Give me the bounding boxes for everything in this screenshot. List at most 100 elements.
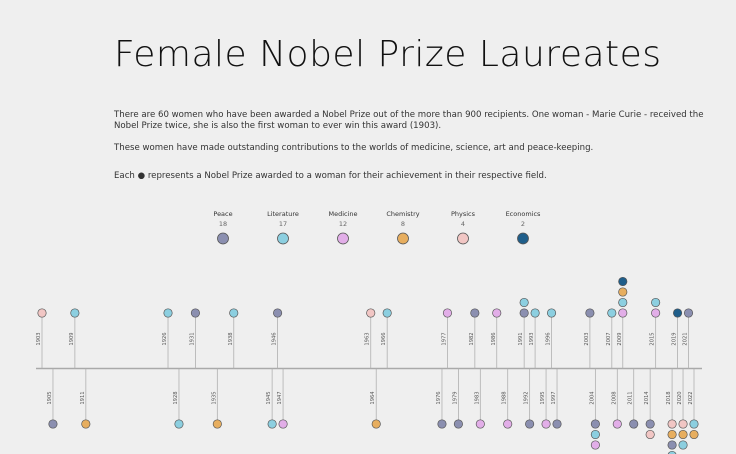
prize-dot	[541, 419, 551, 429]
prize-dot	[519, 297, 529, 308]
legend-label: Chemistry	[386, 210, 419, 218]
timeline-marks: 1903 1909 1926 1931 1938 1946 1963 1966 1977 1982…	[36, 276, 699, 454]
legend-label: Economics	[506, 210, 541, 218]
prize-dot	[667, 440, 677, 450]
year-label: 1926	[162, 332, 168, 345]
prize-dot	[673, 308, 683, 318]
legend: Peace 18 Literature 17 Medicine 12 Chemistry 8 P…	[213, 210, 541, 245]
prize-dot	[174, 419, 184, 429]
prize-dot	[278, 419, 288, 429]
prize-dot	[552, 419, 562, 429]
year-label: 1909	[69, 332, 75, 345]
legend-count: 17	[279, 220, 287, 228]
year-label: 2007	[606, 332, 612, 345]
prize-dot	[81, 419, 91, 429]
prize-dot	[70, 308, 80, 318]
year-label: 1983	[474, 391, 480, 404]
legend-dot	[517, 232, 529, 245]
prize-dot	[525, 419, 535, 429]
prize-dot	[437, 419, 447, 429]
prize-dot	[678, 429, 688, 440]
year-label: 1982	[469, 332, 475, 345]
prize-dot	[48, 419, 58, 429]
year-label: 1997	[551, 391, 557, 404]
prize-dot	[689, 419, 699, 429]
year-label: 1963	[365, 332, 371, 345]
legend-count: 4	[461, 220, 465, 228]
legend-count: 12	[339, 220, 347, 228]
prize-dot	[475, 419, 485, 429]
prize-dot	[618, 308, 628, 318]
year-label: 2018	[666, 391, 672, 404]
legend-dot	[337, 232, 349, 245]
year-label: 2003	[584, 332, 590, 345]
prize-dot	[667, 450, 677, 454]
legend-count: 18	[219, 220, 227, 228]
prize-dot	[371, 419, 381, 429]
prize-dot	[618, 297, 628, 308]
prize-dot	[229, 308, 239, 318]
prize-dot	[37, 308, 47, 318]
prize-dot	[651, 297, 661, 308]
prize-dot	[678, 440, 688, 450]
prize-dot	[546, 308, 557, 318]
prize-dot	[667, 419, 677, 429]
year-label: 2015	[650, 332, 656, 345]
page-title: Female Nobel Prize Laureates	[114, 34, 662, 75]
contribution-text: These women have made outstanding contri…	[114, 143, 594, 153]
prize-dot	[651, 308, 661, 318]
legend-count: 2	[521, 220, 525, 228]
prize-dot	[519, 308, 529, 318]
year-label: 1905	[47, 391, 53, 404]
year-label: 1988	[502, 391, 508, 404]
prize-dot	[683, 308, 694, 318]
prize-dot	[678, 419, 688, 429]
prize-dot	[163, 308, 173, 318]
prize-dot	[618, 287, 628, 297]
year-label: 1903	[36, 332, 42, 345]
legend-note: Each ● represents a Nobel Prize awarded …	[114, 171, 547, 181]
prize-dot	[607, 308, 617, 318]
prize-dot	[470, 308, 480, 318]
legend-label: Literature	[267, 210, 299, 218]
prize-dot	[689, 429, 699, 440]
year-label: 2008	[611, 391, 617, 404]
year-label: 1995	[540, 391, 546, 404]
prize-dot	[645, 429, 655, 440]
year-label: 2011	[628, 391, 634, 404]
prize-dot	[618, 276, 628, 287]
year-label: 1946	[272, 332, 278, 345]
legend-label: Physics	[451, 210, 476, 218]
year-label: 1976	[436, 391, 442, 404]
prize-dot	[590, 429, 600, 440]
prize-dot	[667, 429, 677, 440]
prize-dot	[645, 419, 655, 429]
prize-dot	[492, 308, 502, 318]
year-label: 1935	[211, 391, 217, 404]
year-label: 1945	[266, 391, 272, 404]
prize-dot	[212, 419, 222, 429]
year-label: 1993	[529, 332, 535, 345]
prize-dot	[530, 308, 540, 318]
prize-dot	[267, 419, 277, 429]
legend-dot	[397, 232, 409, 245]
intro-text: There are 60 women who have been awarded…	[114, 110, 704, 131]
year-label: 2004	[589, 391, 595, 405]
prize-dot	[366, 308, 376, 318]
year-label: 1928	[173, 391, 179, 404]
year-label: 2021	[683, 332, 689, 345]
legend-dot	[277, 232, 289, 245]
year-label: 1977	[441, 332, 447, 345]
prize-dot	[442, 308, 452, 318]
prize-dot	[453, 419, 463, 429]
year-label: 1938	[228, 332, 234, 345]
year-label: 1991	[518, 332, 524, 345]
legend-label: Medicine	[328, 210, 357, 218]
prize-dot	[382, 308, 392, 318]
legend-count: 8	[401, 220, 405, 228]
year-label: 2009	[617, 332, 623, 345]
legend-dot	[457, 232, 469, 245]
prize-dot	[590, 440, 600, 450]
year-label: 1911	[80, 391, 86, 404]
